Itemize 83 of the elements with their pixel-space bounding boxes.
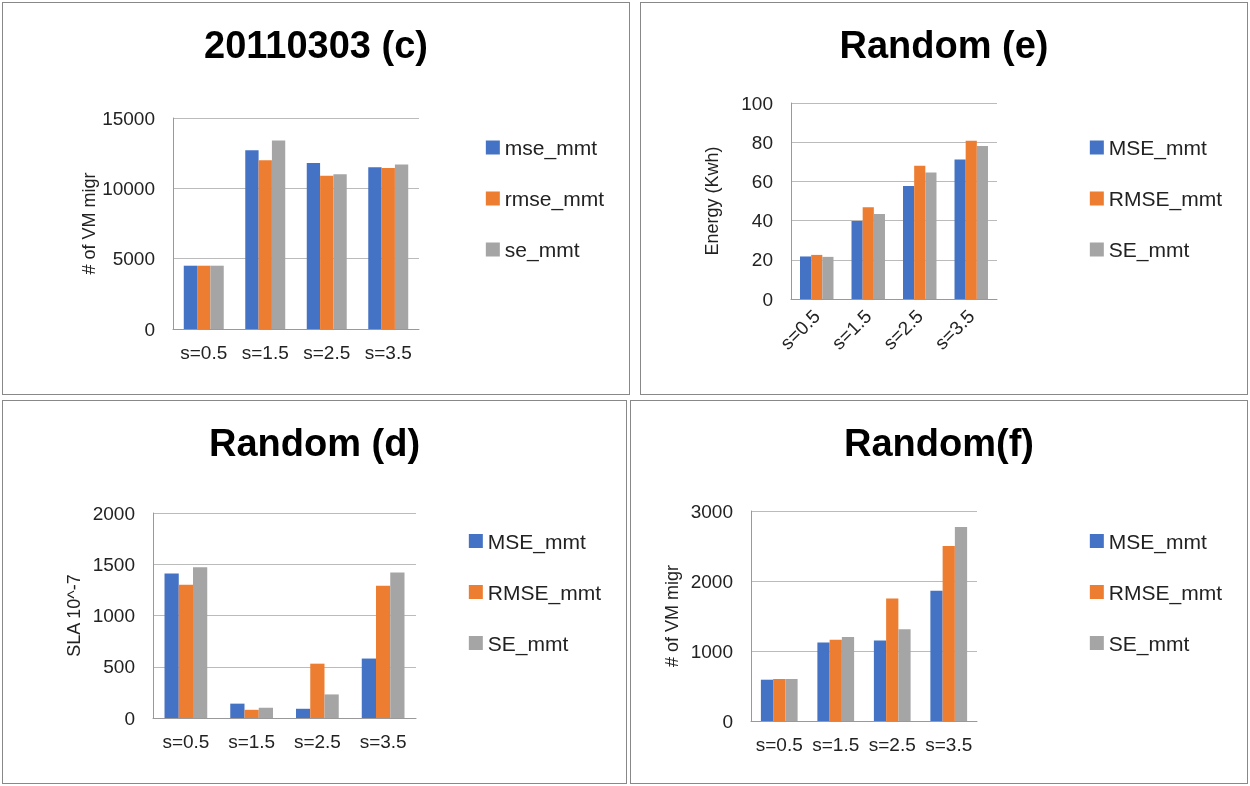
bar — [903, 186, 915, 299]
y-tick-label: 80 — [751, 131, 773, 153]
chart-title: Random(f) — [844, 422, 1034, 464]
y-axis-title: Energy (Kwh) — [702, 146, 722, 256]
bar — [873, 640, 887, 721]
bar — [183, 265, 198, 329]
bar — [178, 584, 193, 718]
bar — [800, 256, 812, 299]
legend-label: SE_mmt — [1108, 238, 1190, 262]
bar — [376, 585, 391, 718]
y-tick-label: 2000 — [690, 570, 733, 592]
legend-label: SE_mmt — [487, 631, 569, 656]
legend-label: RMSE_mmt — [1108, 580, 1223, 605]
bar — [829, 639, 842, 721]
y-tick-label: 15000 — [102, 107, 155, 129]
legend-label: mse_mmt — [504, 136, 598, 160]
y-tick-label: 500 — [103, 656, 135, 678]
chart-title: Random (e) — [839, 24, 1049, 66]
y-axis-title: # of VM migr — [79, 172, 100, 275]
x-tick-label: s=0.5 — [162, 731, 210, 752]
bar — [310, 663, 325, 718]
bar — [930, 590, 943, 721]
y-tick-label: 0 — [124, 707, 135, 729]
bar — [361, 658, 376, 718]
bar — [760, 679, 774, 721]
x-tick-label: s=3.5 — [364, 342, 412, 363]
bar — [914, 165, 926, 299]
bar — [851, 220, 863, 299]
bar — [320, 175, 334, 329]
y-tick-label: 0 — [762, 288, 773, 310]
legend-label: MSE_mmt — [1108, 136, 1207, 160]
legend-label: MSE_mmt — [487, 529, 586, 554]
x-tick-label: s=1.5 — [228, 731, 276, 752]
y-tick-label: 60 — [751, 170, 773, 192]
y-tick-label: 20 — [751, 249, 773, 271]
x-tick-label: s=2.5 — [293, 731, 341, 752]
legend-label: SE_mmt — [1108, 631, 1190, 656]
y-tick-label: 1000 — [690, 640, 733, 662]
bar — [811, 254, 823, 299]
bar — [306, 163, 321, 329]
bar — [886, 598, 899, 721]
x-tick-label: s=1.5 — [812, 734, 860, 755]
x-tick-label: s=2.5 — [303, 342, 351, 363]
chart-title: Random (d) — [208, 422, 421, 464]
bar — [368, 167, 382, 329]
x-tick-label: s=3.5 — [359, 731, 407, 752]
legend-label: se_mmt — [504, 238, 580, 262]
bar — [773, 679, 786, 721]
legend-label: rmse_mmt — [504, 187, 605, 211]
y-tick-label: 0 — [722, 710, 733, 732]
bar — [197, 265, 211, 329]
y-tick-label: 10000 — [102, 177, 155, 199]
x-tick-label: s=2.5 — [868, 734, 916, 755]
bar — [230, 703, 245, 718]
y-tick-label: 40 — [751, 210, 773, 232]
bar — [862, 207, 874, 299]
bar — [245, 150, 259, 329]
chart-title: 20110303 (c) — [204, 24, 428, 66]
y-axis-title: SLA 10^-7 — [64, 574, 84, 657]
legend-label: RMSE_mmt — [487, 580, 602, 605]
y-tick-label: 3000 — [690, 500, 733, 522]
bar — [954, 159, 966, 299]
bar — [817, 642, 830, 721]
y-tick-label: 1000 — [92, 605, 135, 626]
legend-label: RMSE_mmt — [1108, 187, 1223, 211]
legend-label: MSE_mmt — [1108, 529, 1207, 554]
y-tick-label: 100 — [741, 92, 773, 114]
y-tick-label: 2000 — [92, 502, 135, 524]
bar — [381, 167, 395, 329]
bar — [164, 573, 179, 718]
y-tick-label: 0 — [144, 318, 155, 340]
bar — [965, 140, 977, 299]
y-tick-label: 5000 — [112, 248, 155, 270]
x-tick-label: s=0.5 — [180, 342, 228, 363]
x-tick-label: s=1.5 — [241, 342, 289, 363]
x-tick-label: s=0.5 — [755, 734, 803, 755]
y-axis-title: # of VM migr — [662, 564, 682, 668]
bar — [296, 708, 311, 718]
x-tick-label: s=3.5 — [925, 734, 973, 755]
bar — [258, 160, 272, 329]
y-tick-label: 1500 — [92, 553, 135, 575]
bar — [244, 709, 259, 718]
bar — [942, 546, 955, 721]
